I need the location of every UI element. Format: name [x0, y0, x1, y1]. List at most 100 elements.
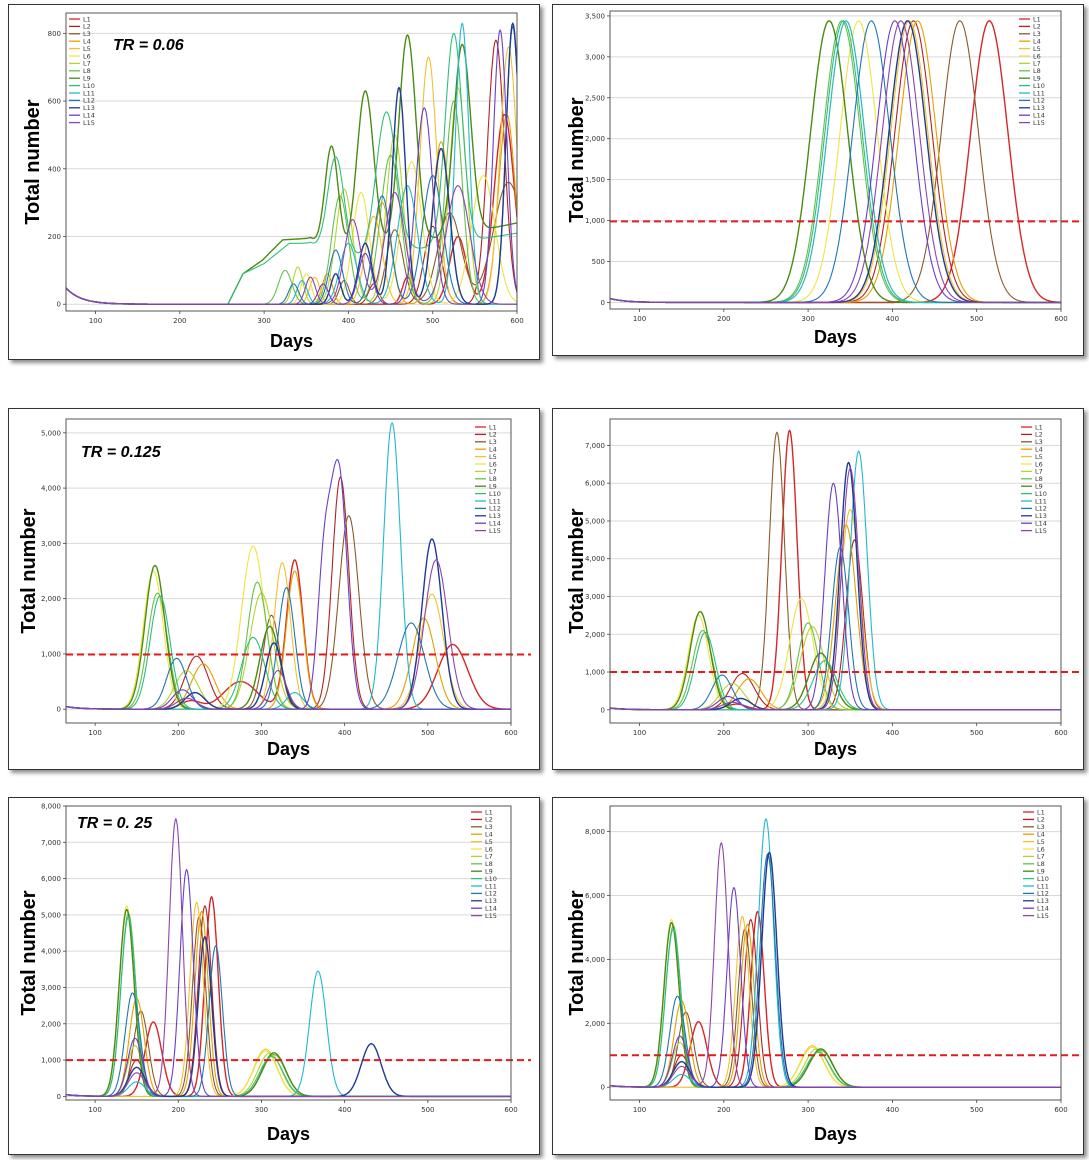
tr-annotation: TR = 0. 25 — [77, 815, 153, 832]
x-tick-label: 300 — [255, 729, 268, 737]
legend-label-l4: L4 — [1035, 446, 1043, 454]
chart-svg-middle-right: 0 1,000 2,000 3,000 4,000 5,000 6,000 7,000 100 2… — [566, 418, 1081, 759]
x-tick-label: 400 — [342, 317, 355, 325]
y-tick-label: 1,500 — [585, 176, 605, 184]
x-tick-label: 100 — [633, 729, 646, 737]
legend-label-l15: L15 — [485, 912, 497, 920]
legend-label-l5: L5 — [489, 453, 497, 461]
y-tick-label: 6,000 — [585, 892, 605, 900]
legend-label-l1: L1 — [1037, 808, 1045, 816]
y-tick-label: 5,000 — [41, 911, 61, 919]
y-tick-label: 3,000 — [41, 984, 61, 992]
x-tick-label: 100 — [89, 317, 102, 325]
legend-label-l5: L5 — [1037, 838, 1045, 846]
legend-label-l14: L14 — [489, 520, 501, 528]
x-tick-label: 600 — [510, 317, 523, 325]
legend-label-l11: L11 — [489, 497, 501, 505]
x-tick-label: 500 — [421, 729, 434, 737]
x-tick-label: 200 — [717, 1106, 730, 1114]
series-line-l15 — [66, 818, 511, 1097]
legend-label-l3: L3 — [1035, 438, 1043, 446]
legend-label-l9: L9 — [1037, 868, 1045, 876]
legend-label-l15: L15 — [1035, 527, 1047, 535]
legend-label-l14: L14 — [485, 905, 497, 913]
plot-area — [63, 419, 512, 726]
x-axis-label: Days — [267, 739, 310, 759]
tr-annotation: TR = 0.125 — [81, 444, 162, 461]
series-line-l15 — [610, 842, 1061, 1088]
y-axis-label: Total number — [18, 508, 40, 633]
series-line-l15 — [66, 185, 517, 305]
legend-label-l13: L13 — [1037, 897, 1049, 905]
legend-label-l13: L13 — [485, 897, 497, 905]
x-tick-label: 600 — [504, 1106, 517, 1114]
y-tick-label: 0 — [57, 301, 61, 309]
legend-label-l4: L4 — [1033, 38, 1041, 46]
x-tick-label: 500 — [970, 729, 983, 737]
legend-label-l14: L14 — [83, 112, 95, 120]
y-axis-label: Total number — [566, 508, 588, 633]
y-tick-label: 4,000 — [585, 956, 605, 964]
legend-label-l2: L2 — [83, 23, 91, 31]
x-tick-label: 600 — [1054, 729, 1067, 737]
legend-label-l6: L6 — [83, 52, 91, 60]
y-tick-label: 2,500 — [585, 94, 605, 102]
x-tick-label: 300 — [255, 1106, 268, 1114]
x-tick-label: 200 — [717, 729, 730, 737]
legend-label-l6: L6 — [1037, 845, 1045, 853]
legend-label-l7: L7 — [489, 468, 497, 476]
legend-label-l5: L5 — [1035, 453, 1043, 461]
legend-label-l8: L8 — [489, 475, 497, 483]
x-tick-label: 300 — [801, 1106, 814, 1114]
legend-label-l8: L8 — [83, 67, 91, 75]
legend-label-l12: L12 — [1035, 505, 1047, 513]
legend-label-l7: L7 — [485, 853, 493, 861]
legend-label-l13: L13 — [489, 512, 501, 520]
y-tick-label: 3,000 — [585, 593, 605, 601]
plot-frame — [609, 10, 1062, 310]
series-group — [610, 20, 1061, 304]
plot-background — [66, 419, 511, 723]
legend-label-l4: L4 — [489, 446, 497, 454]
y-axis-label: Total number — [566, 890, 588, 1015]
y-tick-label: 2,000 — [585, 631, 605, 639]
legend-label-l5: L5 — [1033, 45, 1041, 53]
legend-label-l8: L8 — [485, 860, 493, 868]
x-tick-label: 200 — [173, 317, 186, 325]
y-tick-label: 1,000 — [41, 650, 61, 658]
x-tick-label: 400 — [886, 315, 899, 323]
series-group — [610, 429, 1061, 711]
y-tick-label: 7,000 — [585, 442, 605, 450]
y-tick-label: 2,000 — [585, 135, 605, 143]
x-axis-label: Days — [814, 327, 857, 347]
legend-label-l7: L7 — [83, 60, 91, 68]
y-tick-label: 5,000 — [41, 429, 61, 437]
plot-frame — [609, 418, 1062, 724]
legend-label-l7: L7 — [1035, 468, 1043, 476]
x-axis-label: Days — [814, 739, 857, 759]
legend-label-l10: L10 — [485, 875, 497, 883]
legend-label-l1: L1 — [83, 15, 91, 23]
plot-background — [610, 11, 1061, 309]
legend-label-l5: L5 — [485, 838, 493, 846]
legend-label-l6: L6 — [489, 460, 497, 468]
legend-label-l14: L14 — [1033, 112, 1045, 120]
series-group — [610, 818, 1061, 1088]
plot-frame — [65, 12, 518, 312]
legend-label-l11: L11 — [485, 882, 497, 890]
y-tick-label: 7,000 — [41, 839, 61, 847]
x-tick-label: 200 — [717, 315, 730, 323]
chart-svg-top-right: 0 500 1,000 1,500 2,000 2,500 3,000 3,500 100 200… — [566, 10, 1081, 347]
x-axis-label: Days — [270, 331, 313, 351]
legend-label-l1: L1 — [1033, 15, 1041, 23]
y-tick-label: 8,000 — [41, 803, 61, 811]
plot-frame — [609, 805, 1062, 1101]
chart-panel-tr-006: 0 200 400 600 800 100 200 300 400 500 600 L1 L2 L3 L4 L… — [8, 4, 540, 360]
legend-label-l2: L2 — [489, 431, 497, 439]
x-tick-label: 300 — [801, 315, 814, 323]
legend-label-l2: L2 — [1033, 23, 1041, 31]
x-tick-label: 500 — [970, 1106, 983, 1114]
chart-panel-middle-right: 0 1,000 2,000 3,000 4,000 5,000 6,000 7,000 100 2… — [552, 408, 1084, 770]
y-tick-label: 5,000 — [585, 517, 605, 525]
